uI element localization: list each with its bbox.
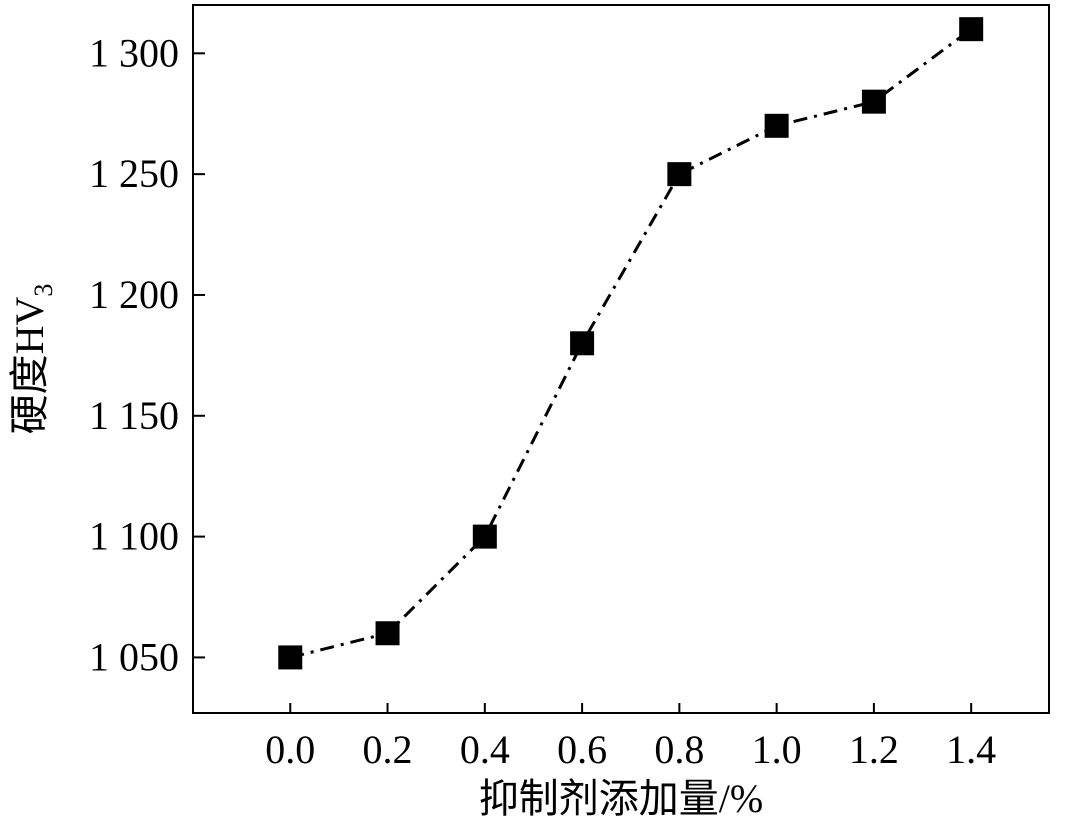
series-layer [278,17,984,670]
y-tick-label: 1 150 [89,393,179,438]
data-point [861,89,886,114]
data-point [959,17,984,42]
y-tick-label: 1 200 [89,272,179,317]
data-point [278,645,303,670]
x-tick-label: 1.0 [752,727,802,772]
y-axis-title-main: 硬度HV [7,297,52,435]
x-axis-title: 抑制剂添加量/% [479,776,763,821]
x-axis-ticks [289,703,973,713]
data-point [375,621,400,646]
data-point [570,331,595,356]
y-tick-label: 1 300 [89,30,179,75]
x-tick-label: 0.4 [460,727,510,772]
series-line [289,27,973,659]
y-tick-label: 1 250 [89,151,179,196]
y-tick-label: 1 100 [89,514,179,559]
y-tick-label: 1 050 [89,634,179,679]
x-tick-label: 0.8 [654,727,704,772]
x-tick-label: 0.0 [265,727,315,772]
x-axis-tick-labels: 0.0 0.2 0.4 0.6 0.8 1.0 1.2 1.4 [265,727,996,772]
x-tick-label: 0.2 [363,727,413,772]
y-axis-tick-labels: 1 050 1 100 1 150 1 200 1 250 1 300 [89,30,179,679]
plot-frame [192,4,1050,714]
x-tick-label: 0.6 [557,727,607,772]
x-tick-label: 1.4 [946,727,996,772]
y-axis-title-subscript: 3 [29,284,58,297]
x-tick-label: 1.2 [849,727,899,772]
y-axis-ticks [193,52,205,659]
data-point [472,524,497,549]
data-point [667,162,692,187]
y-axis-title: 硬度HV3 [7,284,58,435]
data-point [764,113,789,138]
